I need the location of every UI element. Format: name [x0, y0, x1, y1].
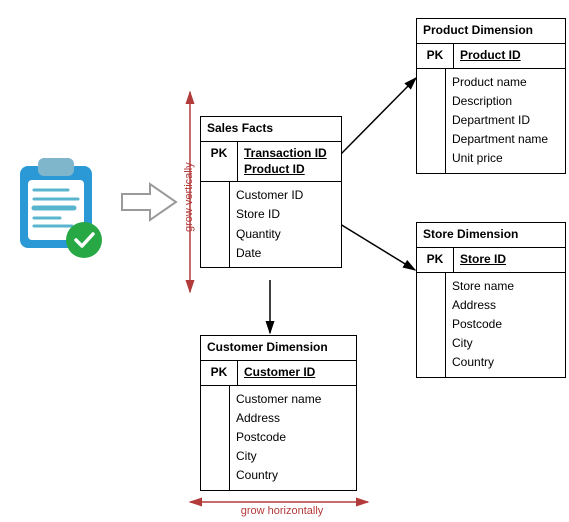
table-product-dimension: Product Dimension PK Product ID Product … — [416, 18, 566, 174]
pk-label: PK — [417, 248, 454, 272]
table-store-dimension: Store Dimension PK Store ID Store name A… — [416, 222, 566, 378]
attr: Postcode — [452, 315, 559, 334]
edge-sales-product — [340, 78, 416, 155]
pk-field: Customer ID — [244, 365, 350, 381]
attr-list: Customer ID Store ID Quantity Date — [230, 182, 341, 267]
attr: Unit price — [452, 149, 559, 168]
attr: Address — [236, 409, 350, 428]
attr: Postcode — [236, 428, 350, 447]
attr-list: Customer name Address Postcode City Coun… — [230, 386, 356, 490]
pk-fields: Store ID — [454, 248, 565, 272]
table-sales-facts: Sales Facts PK Transaction ID Product ID… — [200, 116, 342, 268]
attr: Address — [452, 296, 559, 315]
grow-horizontal-label: grow horizontally — [232, 505, 332, 517]
table-customer-dimension: Customer Dimension PK Customer ID Custom… — [200, 335, 357, 491]
edge-sales-store — [340, 224, 415, 270]
attr: Store ID — [236, 205, 335, 224]
attr-list: Store name Address Postcode City Country — [446, 273, 565, 377]
attr: Quantity — [236, 225, 335, 244]
table-title: Store Dimension — [417, 223, 565, 248]
grow-vertical-label: grow vertically — [183, 162, 195, 232]
attr: Product name — [452, 73, 559, 92]
pk-label: PK — [201, 142, 238, 181]
attr: Customer name — [236, 390, 350, 409]
table-title: Product Dimension — [417, 19, 565, 44]
pk-fields: Product ID — [454, 44, 565, 68]
attr: Description — [452, 92, 559, 111]
pk-field: Product ID — [244, 162, 335, 178]
table-title: Customer Dimension — [201, 336, 356, 361]
pk-field: Product ID — [460, 48, 559, 64]
pk-field: Transaction ID — [244, 146, 335, 162]
attr: City — [452, 334, 559, 353]
outline-arrow-icon — [122, 184, 176, 220]
attr: City — [236, 447, 350, 466]
pk-fields: Transaction ID Product ID — [238, 142, 341, 181]
table-title: Sales Facts — [201, 117, 341, 142]
attr: Date — [236, 244, 335, 263]
attr: Customer ID — [236, 186, 335, 205]
pk-field: Store ID — [460, 252, 559, 268]
attr: Store name — [452, 277, 559, 296]
pk-fields: Customer ID — [238, 361, 356, 385]
pk-label: PK — [201, 361, 238, 385]
attr: Country — [236, 466, 350, 485]
attr-list: Product name Description Department ID D… — [446, 69, 565, 173]
attr: Department name — [452, 130, 559, 149]
pk-label: PK — [417, 44, 454, 68]
clipboard-icon — [20, 158, 102, 258]
attr: Country — [452, 353, 559, 372]
attr: Department ID — [452, 111, 559, 130]
